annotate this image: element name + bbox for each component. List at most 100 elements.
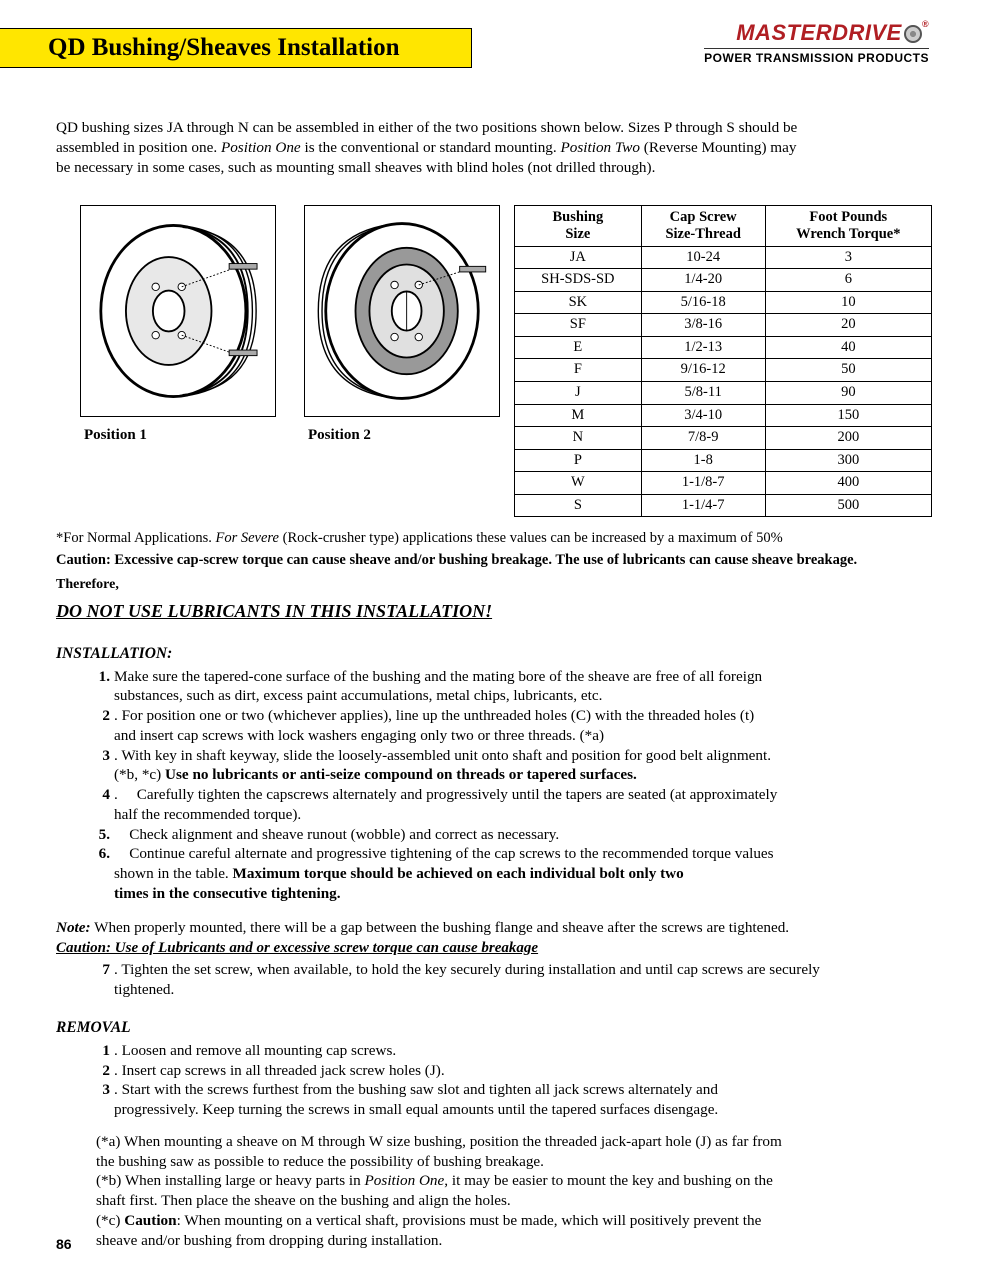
removal-step-1: 1. Loosen and remove all mounting cap sc…	[80, 1041, 932, 1061]
registered-mark: ®	[922, 19, 929, 29]
table-row: F9/16-1250	[515, 359, 932, 382]
table-cell: 1/2-13	[641, 336, 765, 359]
table-cell: S	[515, 494, 642, 517]
install-step-5: 5. Check alignment and sheave runout (wo…	[80, 825, 932, 845]
removal-heading: REMOVAL	[56, 1018, 932, 1039]
ref-note-b: (*b) When installing large or heavy part…	[96, 1171, 932, 1211]
install-step-3: 3. With key in shaft keyway, slide the l…	[80, 746, 932, 786]
table-cell: M	[515, 404, 642, 427]
ref-note-c: (*c) Caution: When mounting on a vertica…	[96, 1211, 932, 1251]
intro-text: Position Two	[561, 139, 640, 156]
ref-note-a: (*a) When mounting a sheave on M through…	[96, 1132, 932, 1172]
table-cell: SK	[515, 291, 642, 314]
table-cell: 10	[765, 291, 931, 314]
installation-steps: 1.Make sure the tapered-cone surface of …	[56, 667, 932, 904]
intro-text: assembled in position one.	[56, 139, 221, 156]
intro-text: be necessary in some cases, such as moun…	[56, 159, 655, 176]
intro-text: Position One	[221, 139, 301, 156]
table-cell: J	[515, 381, 642, 404]
table-cell: 1-1/4-7	[641, 494, 765, 517]
intro-text: is the conventional or standard mounting…	[301, 139, 561, 156]
table-cell: 20	[765, 314, 931, 337]
warning-no-lubricants: DO NOT USE LUBRICANTS IN THIS INSTALLATI…	[56, 599, 932, 623]
page-title-bar: QD Bushing/Sheaves Installation	[0, 28, 472, 68]
table-row: W1-1/8-7400	[515, 472, 932, 495]
figure-1: Position 1	[80, 205, 276, 445]
removal-steps: 1. Loosen and remove all mounting cap sc…	[56, 1041, 932, 1120]
removal-step-3: 3. Start with the screws furthest from t…	[80, 1080, 932, 1120]
table-cell: F	[515, 359, 642, 382]
torque-table: BushingSize Cap ScrewSize-Thread Foot Po…	[514, 205, 932, 517]
brand-name: MASTERDRIVE ®	[704, 18, 929, 48]
therefore-label: Therefore,	[56, 576, 932, 595]
figure-2-caption: Position 2	[304, 425, 500, 445]
table-row: JA10-243	[515, 246, 932, 269]
table-cell: N	[515, 427, 642, 450]
brand-logo: MASTERDRIVE ® POWER TRANSMISSION PRODUCTS	[704, 18, 929, 66]
install-step-6: 6. Continue careful alternate and progre…	[80, 844, 932, 903]
table-header-bushing: BushingSize	[515, 206, 642, 246]
table-cell: 3/4-10	[641, 404, 765, 427]
table-cell: 90	[765, 381, 931, 404]
table-cell: 7/8-9	[641, 427, 765, 450]
table-cell: JA	[515, 246, 642, 269]
install-step-7: 7. Tighten the set screw, when available…	[80, 960, 932, 1000]
table-header-capscrew: Cap ScrewSize-Thread	[641, 206, 765, 246]
table-cell: 150	[765, 404, 931, 427]
installation-steps-continued: 7. Tighten the set screw, when available…	[56, 960, 932, 1000]
table-cell: 3	[765, 246, 931, 269]
table-row: SH-SDS-SD1/4-206	[515, 269, 932, 292]
table-cell: SF	[515, 314, 642, 337]
install-step-1: 1.Make sure the tapered-cone surface of …	[80, 667, 932, 707]
table-row: J5/8-1190	[515, 381, 932, 404]
table-row: E1/2-1340	[515, 336, 932, 359]
table-cell: P	[515, 449, 642, 472]
table-cell: 1-1/8-7	[641, 472, 765, 495]
figure-1-caption: Position 1	[80, 425, 276, 445]
intro-text: QD bushing sizes JA through N can be ass…	[56, 119, 797, 136]
table-row: SF3/8-1620	[515, 314, 932, 337]
page-title: QD Bushing/Sheaves Installation	[48, 31, 400, 65]
footnote-text: *For Normal Applications.	[56, 530, 216, 546]
footnote-text: (Rock-crusher type) applications these v…	[279, 530, 783, 546]
table-cell: E	[515, 336, 642, 359]
main-content: QD bushing sizes JA through N can be ass…	[56, 118, 932, 1250]
note-text: When properly mounted, there will be a g…	[91, 919, 790, 936]
install-step-2: 2. For position one or two (whichever ap…	[80, 706, 932, 746]
sheave-illustration-1	[85, 210, 271, 412]
table-row: P1-8300	[515, 449, 932, 472]
table-cell: 3/8-16	[641, 314, 765, 337]
installation-heading: INSTALLATION:	[56, 644, 932, 665]
figures-table-row: Position 1	[56, 205, 932, 517]
install-step-4: 4. Carefully tighten the capscrews alter…	[80, 785, 932, 825]
table-cell: 10-24	[641, 246, 765, 269]
intro-paragraph: QD bushing sizes JA through N can be ass…	[56, 118, 932, 177]
table-cell: W	[515, 472, 642, 495]
torque-table-container: BushingSize Cap ScrewSize-Thread Foot Po…	[514, 205, 932, 517]
table-cell: 500	[765, 494, 931, 517]
figure-2-image	[304, 205, 500, 417]
figure-2: Position 2	[304, 205, 500, 445]
table-cell: 5/16-18	[641, 291, 765, 314]
table-header-torque: Foot PoundsWrench Torque*	[765, 206, 931, 246]
removal-step-2: 2. Insert cap screws in all threaded jac…	[80, 1061, 932, 1081]
table-cell: 1/4-20	[641, 269, 765, 292]
note-label: Note:	[56, 919, 91, 936]
table-cell: 400	[765, 472, 931, 495]
footnote-text: For Severe	[216, 530, 279, 546]
table-cell: 1-8	[641, 449, 765, 472]
sheave-illustration-2	[309, 210, 495, 412]
table-row: M3/4-10150	[515, 404, 932, 427]
brand-tagline: POWER TRANSMISSION PRODUCTS	[704, 48, 929, 66]
table-footnote: *For Normal Applications. For Severe (Ro…	[56, 529, 932, 549]
table-row: S1-1/4-7500	[515, 494, 932, 517]
note-block: Note: When properly mounted, there will …	[56, 918, 932, 939]
intro-text: (Reverse Mounting) may	[640, 139, 796, 156]
caution-lubricants: Caution: Use of Lubricants and or excess…	[56, 938, 932, 958]
page-number: 86	[56, 1235, 72, 1254]
table-cell: 9/16-12	[641, 359, 765, 382]
caution-excessive-torque: Caution: Excessive cap-screw torque can …	[56, 551, 932, 571]
brand-name-text: MASTERDRIVE	[736, 20, 902, 45]
table-row: N7/8-9200	[515, 427, 932, 450]
reference-notes: (*a) When mounting a sheave on M through…	[56, 1132, 932, 1251]
